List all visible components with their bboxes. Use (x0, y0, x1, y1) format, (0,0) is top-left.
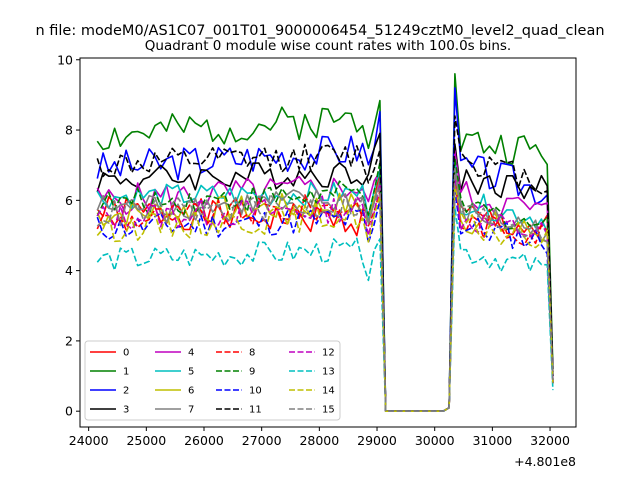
x-offset-label: +4.801e8 (514, 454, 576, 469)
legend-label-5: 5 (188, 367, 194, 378)
series-line-2 (96, 87, 554, 412)
legend-label-15: 15 (322, 405, 335, 416)
legend-label-7: 7 (188, 405, 194, 416)
x-axis: 24000 25000 26000 27000 28000 29000 30000 31000… (69, 427, 570, 448)
x-tick-label: 27000 (242, 433, 282, 448)
series-line-11 (96, 115, 554, 412)
y-axis: 0 2 4 6 8 10 (57, 52, 80, 419)
legend-label-12: 12 (322, 348, 335, 359)
x-tick-label: 31000 (472, 433, 512, 448)
y-tick-label: 0 (65, 404, 73, 419)
legend-label-6: 6 (188, 386, 194, 397)
series-line-12 (96, 174, 554, 412)
legend-label-11: 11 (249, 405, 262, 416)
legend-label-14: 14 (322, 386, 335, 397)
legend-box (84, 340, 341, 421)
x-tick-label: 28000 (299, 433, 339, 448)
y-tick-label: 8 (65, 123, 73, 138)
x-tick-label: 24000 (69, 433, 109, 448)
x-tick-label: 25000 (126, 433, 166, 448)
legend-label-2: 2 (123, 386, 129, 397)
x-tick-label: 29000 (357, 433, 397, 448)
series-line-3 (96, 132, 554, 412)
series-line-5 (96, 160, 554, 412)
legend-label-10: 10 (249, 386, 262, 397)
figure-suptitle: n file: modeM0/AS1C07_001T01_9000006454_… (35, 23, 604, 39)
legend-label-9: 9 (249, 367, 255, 378)
x-tick-label: 32000 (530, 433, 570, 448)
legend-label-13: 13 (322, 367, 335, 378)
legend-label-4: 4 (188, 348, 194, 359)
axes-frame (79, 57, 577, 428)
legend-label-3: 3 (123, 405, 129, 416)
legend-label-1: 1 (123, 367, 129, 378)
y-tick-label: 10 (57, 52, 73, 67)
y-tick-label: 4 (65, 263, 73, 278)
x-tick-label: 30000 (415, 433, 455, 448)
y-tick-label: 2 (65, 333, 73, 348)
plot-lines (96, 73, 554, 412)
x-tick-label: 26000 (184, 433, 224, 448)
legend-label-8: 8 (249, 348, 255, 359)
series-line-15 (96, 167, 554, 412)
series-line-9 (96, 157, 554, 412)
chart-title: Quadrant 0 module wise count rates with … (145, 38, 511, 54)
legend-label-0: 0 (123, 348, 129, 359)
y-tick-label: 6 (65, 193, 73, 208)
series-line-1 (96, 73, 554, 412)
